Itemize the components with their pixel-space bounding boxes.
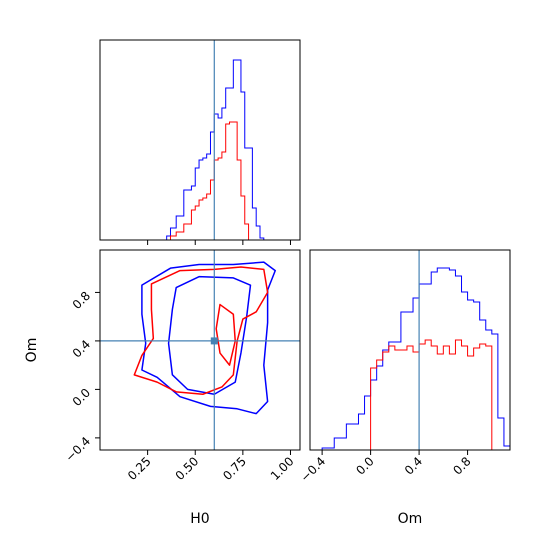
y-axis-label-om: Om xyxy=(24,338,40,363)
contour-red-level-2 xyxy=(215,303,236,366)
panel-frame xyxy=(309,249,511,451)
panel-h0-marginal-histogram xyxy=(99,39,301,245)
contour-red-level-1 xyxy=(133,266,269,395)
contour-blue-level-2 xyxy=(167,275,252,395)
truth-marker xyxy=(210,337,218,345)
panel-frame xyxy=(99,39,301,241)
histogram-series-red xyxy=(310,339,510,450)
contour-blue-level-1 xyxy=(141,261,276,415)
x-axis-label-h0: H0 xyxy=(190,511,209,527)
x-axis-label-om: Om xyxy=(398,511,423,527)
panel-frame xyxy=(99,249,301,451)
